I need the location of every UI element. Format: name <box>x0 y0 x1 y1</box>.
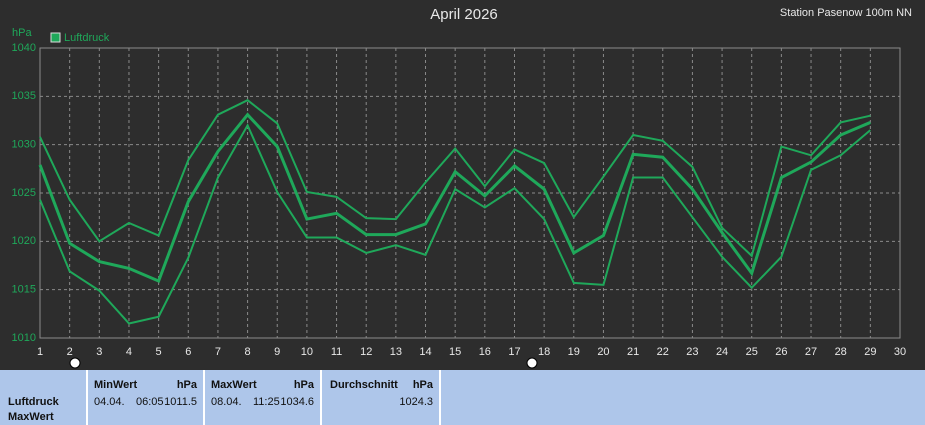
y-tick-label: 1030 <box>12 139 36 151</box>
x-tick-label: 11 <box>331 346 342 358</box>
x-tick-label: 27 <box>805 346 817 358</box>
y-tick-label: 1025 <box>12 187 36 199</box>
stat-title: MinWert <box>94 379 138 391</box>
stat-value: 1024.3 <box>399 396 433 408</box>
stat-unit: hPa <box>412 379 433 391</box>
stats-panel: Luftdruck MaxWert MinWert hPa 04.04. 06:… <box>0 370 925 425</box>
x-tick-label: 7 <box>215 346 221 358</box>
stat-value: 1011.5 <box>164 396 197 408</box>
marker-icon <box>526 357 538 369</box>
x-tick-label: 16 <box>479 346 491 358</box>
y-tick-label: 1020 <box>12 235 36 247</box>
x-tick-label: 28 <box>835 346 847 358</box>
stats-cell: Durchschnitt hPa 1024.3 <box>322 370 441 425</box>
stats-label: Luftdruck <box>8 396 59 408</box>
chart: April 2026 Station Pasenow 100m NN hPa 1… <box>12 6 912 369</box>
x-tick-label: 14 <box>419 346 431 358</box>
x-tick-label: 29 <box>864 346 876 358</box>
chart-title: April 2026 <box>430 6 498 23</box>
legend-label: Luftdruck <box>64 32 110 44</box>
stats-label: MaxWert <box>8 411 54 423</box>
stat-title: Durchschnitt <box>330 379 398 391</box>
stat-time: 11:25 <box>253 396 280 408</box>
stat-unit: hPa <box>176 379 197 391</box>
stats-cell: MinWert hPa 04.04. 06:05 1011.5 <box>88 370 205 425</box>
x-tick-label: 10 <box>301 346 313 358</box>
series-line <box>39 123 871 325</box>
stats-label-cell: Luftdruck MaxWert <box>0 370 88 425</box>
chart-subtitle: Station Pasenow 100m NN <box>780 7 912 19</box>
series-line <box>38 112 871 283</box>
x-tick-label: 24 <box>716 346 728 358</box>
x-tick-label: 12 <box>360 346 372 358</box>
x-tick-label: 5 <box>156 346 162 358</box>
x-tick-label: 20 <box>597 346 609 358</box>
x-tick-label: 8 <box>245 346 251 358</box>
x-tick-label: 21 <box>627 346 639 358</box>
y-axis-label: hPa <box>12 27 32 39</box>
stat-date: 08.04. <box>211 396 242 408</box>
stat-title: MaxWert <box>211 379 257 391</box>
x-tick-label: 13 <box>390 346 402 358</box>
stats-cell: MaxWert hPa 08.04. 11:25 1034.6 <box>205 370 322 425</box>
x-tick-label: 26 <box>775 346 787 358</box>
x-tick-label: 1 <box>37 346 43 358</box>
x-tick-label: 4 <box>126 346 132 358</box>
x-tick-label: 2 <box>67 346 73 358</box>
y-tick-label: 1040 <box>12 42 36 54</box>
x-tick-label: 19 <box>568 346 580 358</box>
x-tick-label: 17 <box>508 346 520 358</box>
x-tick-label: 15 <box>449 346 461 358</box>
x-tick-label: 22 <box>657 346 669 358</box>
x-tick-label: 9 <box>274 346 280 358</box>
stat-value: 1034.6 <box>280 396 314 408</box>
x-tick-label: 6 <box>185 346 191 358</box>
y-tick-label: 1035 <box>12 90 36 102</box>
legend-swatch <box>50 32 61 43</box>
x-tick-label: 18 <box>538 346 550 358</box>
x-tick-label: 30 <box>894 346 906 358</box>
marker-icon <box>69 357 81 369</box>
stat-unit: hPa <box>293 379 314 391</box>
stat-date: 04.04. <box>94 396 125 408</box>
stat-time: 06:05 <box>136 396 164 408</box>
x-tick-label: 23 <box>686 346 698 358</box>
y-tick-label: 1015 <box>12 284 36 296</box>
x-tick-label: 25 <box>746 346 758 358</box>
y-tick-label: 1010 <box>12 332 36 344</box>
x-tick-label: 3 <box>96 346 102 358</box>
series-line <box>39 99 871 258</box>
